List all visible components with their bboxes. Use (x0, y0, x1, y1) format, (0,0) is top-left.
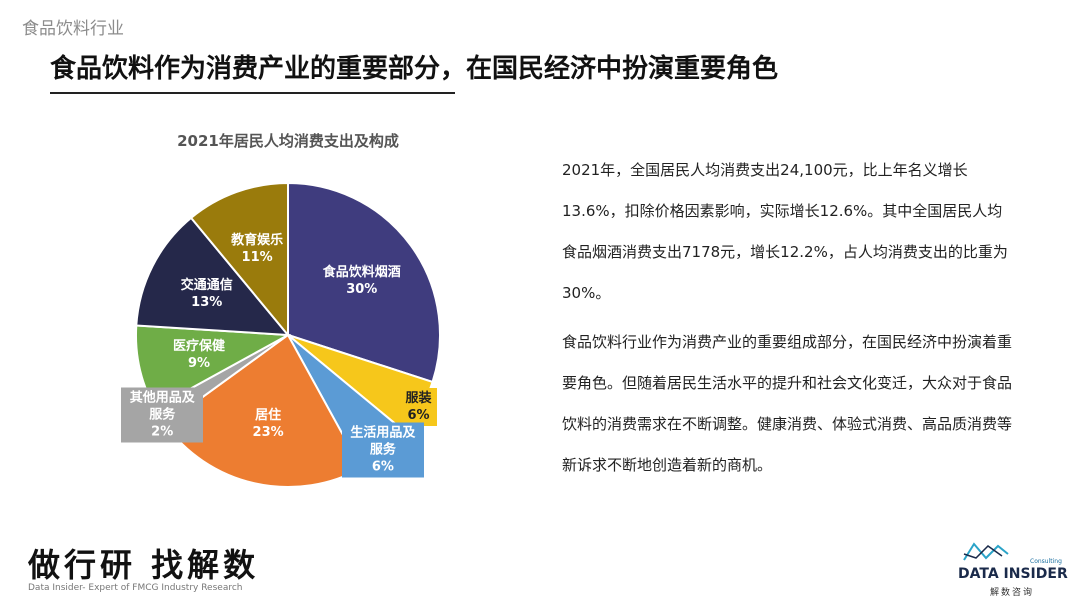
brand-tagline: Data Insider- Expert of FMCG Industry Re… (28, 583, 243, 593)
chart-title: 2021年居民人均消费支出及构成 (177, 132, 399, 150)
pie-slice (189, 181, 289, 338)
pie-slice (287, 181, 441, 384)
logo-cn: 解数咨询 (990, 588, 1035, 598)
logo-mark (963, 542, 1009, 561)
slide-title: 食品饮料作为消费产业的重要部分，在国民经济中扮演重要角色 (50, 54, 779, 84)
brand: 做行研 找解数 (28, 546, 260, 584)
slice-name: 居住 (255, 408, 282, 423)
slice-name: 服装 (405, 390, 432, 406)
slice-value: 30% (346, 282, 378, 298)
slice-name: 教育娱乐 (231, 233, 284, 249)
paragraph: 2021年，全国居民人均消费支出24,100元，比上年名义增长13.6%，扣除价… (562, 161, 1008, 302)
slice-label: 服装 6% (400, 387, 437, 426)
slice-label: 居住 23% (253, 407, 284, 441)
slice-label: 教育娱乐 11% (231, 232, 283, 266)
logo-name: DATA INSIDER (958, 566, 1068, 582)
section-label: 食品饮料行业 (22, 19, 124, 39)
slice-name: 其他用品及服务 (129, 390, 195, 423)
slice-value: 13% (191, 294, 223, 310)
paragraph: 食品饮料行业作为消费产业的重要组成部分，在国民经济中扮演着重要角色。但随着居民生… (562, 333, 1013, 474)
slice-label: 其他用品及服务 2% (121, 387, 204, 443)
slice-value: 11% (241, 250, 273, 266)
pie-slice (135, 216, 291, 337)
slice-name: 食品饮料烟酒 (322, 265, 401, 281)
slice-name: 生活用品及服务 (350, 425, 416, 458)
logo-tag: Consulting (1030, 558, 1062, 565)
slice-value: 23% (252, 425, 284, 440)
pie-chart (135, 181, 441, 488)
slice-value: 6% (371, 459, 394, 475)
title-rule (50, 92, 455, 94)
slice-value: 9% (187, 355, 211, 371)
slice-name: 医疗保健 (172, 338, 225, 354)
slice-label: 食品饮料烟酒 30% (323, 264, 401, 298)
slice-name: 交通通信 (180, 277, 233, 293)
slice-value: 2% (151, 424, 174, 440)
slice-label: 生活用品及服务 6% (341, 422, 424, 478)
slice-value: 6% (407, 407, 430, 423)
slice-label: 医疗保健 9% (173, 338, 225, 372)
slice-label: 交通通信 13% (181, 277, 233, 311)
